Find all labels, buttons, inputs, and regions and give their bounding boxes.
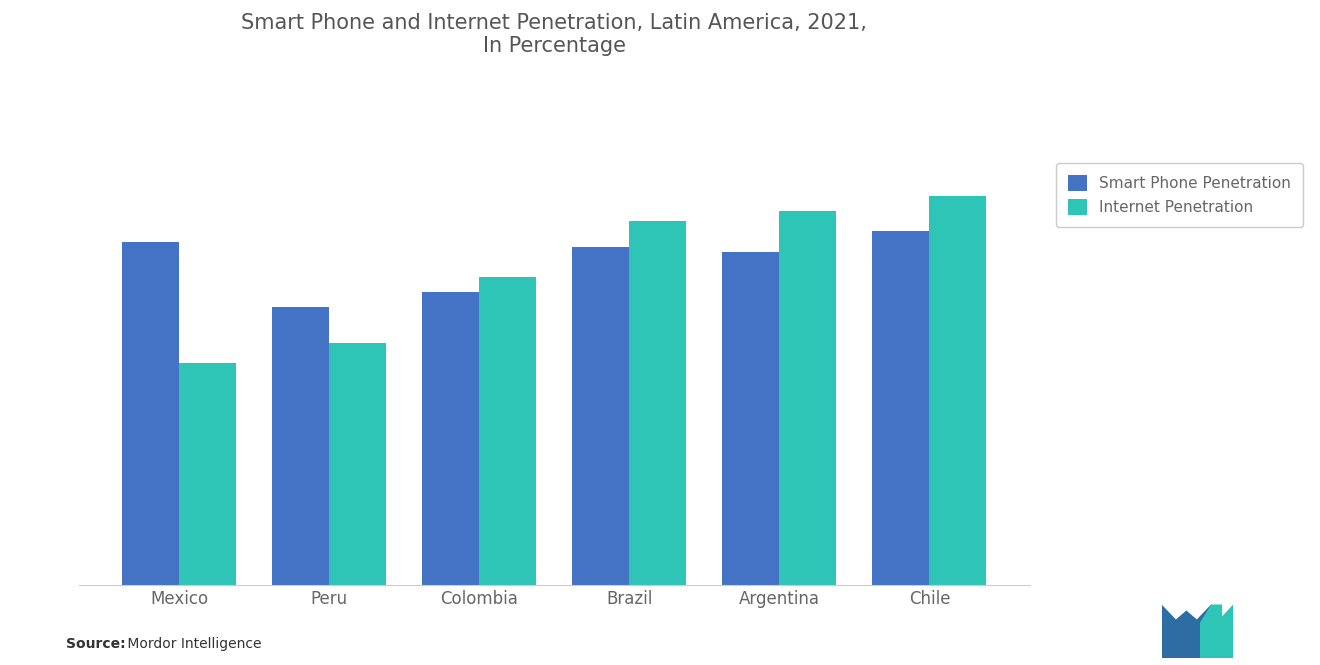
Polygon shape xyxy=(1200,620,1212,658)
Bar xyxy=(272,307,330,585)
Bar xyxy=(630,221,686,585)
Bar xyxy=(479,277,536,585)
Bar xyxy=(180,363,236,585)
Polygon shape xyxy=(1162,604,1212,658)
Bar xyxy=(779,211,837,585)
Text: Mordor Intelligence: Mordor Intelligence xyxy=(123,637,261,652)
Text: Source:: Source: xyxy=(66,637,125,652)
Polygon shape xyxy=(1200,604,1233,658)
Bar xyxy=(873,231,929,585)
Bar xyxy=(573,247,630,585)
Legend: Smart Phone Penetration, Internet Penetration: Smart Phone Penetration, Internet Penetr… xyxy=(1056,163,1303,227)
Bar xyxy=(722,251,779,585)
Bar xyxy=(123,241,180,585)
Bar xyxy=(929,196,986,585)
Bar xyxy=(330,342,387,585)
Title: Smart Phone and Internet Penetration, Latin America, 2021,
In Percentage: Smart Phone and Internet Penetration, La… xyxy=(242,13,867,56)
Bar xyxy=(422,292,479,585)
